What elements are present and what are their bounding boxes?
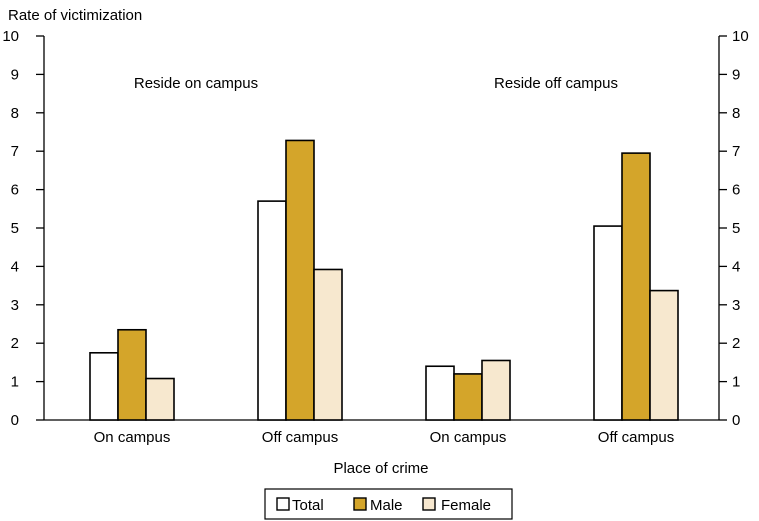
bar-male-2 <box>285 139 315 421</box>
bar-female-1 <box>145 377 175 421</box>
right-tick-label: 9 <box>732 66 740 83</box>
right-tick-label: 5 <box>732 220 740 237</box>
right-tick-label: 2 <box>732 335 740 352</box>
category-label-on-campus-2: On campus <box>430 429 507 446</box>
right-tick-label: 6 <box>732 182 740 199</box>
right-y-ticks: 0 1 2 3 4 5 6 7 8 9 10 <box>719 28 749 429</box>
left-tick-label: 1 <box>11 374 19 391</box>
left-tick-label: 10 <box>2 28 19 45</box>
left-tick-label: 2 <box>11 335 19 352</box>
right-tick-label: 8 <box>732 105 740 122</box>
right-tick-label: 1 <box>732 374 740 391</box>
category-label-on-campus-1: On campus <box>94 429 171 446</box>
right-tick-label: 7 <box>732 143 740 160</box>
bar-male-3 <box>453 373 483 421</box>
left-tick-label: 4 <box>11 258 19 275</box>
bar-female-3 <box>481 359 511 421</box>
category-label-off-campus-1: Off campus <box>262 429 338 446</box>
legend-swatch-female <box>422 497 436 511</box>
left-tick-label: 0 <box>11 412 19 429</box>
left-tick-label: 6 <box>11 182 19 199</box>
legend: Total Male Female <box>264 488 513 520</box>
left-tick-label: 8 <box>11 105 19 122</box>
group-label-reside-on-campus: Reside on campus <box>134 75 258 92</box>
bar-male-4 <box>621 152 651 421</box>
left-tick-label: 3 <box>11 297 19 314</box>
left-tick-label: 7 <box>11 143 19 160</box>
x-axis-title: Place of crime <box>333 460 428 477</box>
bar-total-2 <box>257 200 287 421</box>
legend-swatch-male <box>353 497 367 511</box>
legend-label-female: Female <box>441 497 491 514</box>
bar-female-4 <box>649 289 679 421</box>
bar-male-1 <box>117 328 147 421</box>
right-tick-label: 0 <box>732 412 740 429</box>
bar-total-3 <box>425 365 455 421</box>
legend-label-total: Total <box>292 497 324 514</box>
left-tick-label: 9 <box>11 66 19 83</box>
left-y-ticks: 0 1 2 3 4 5 6 7 8 9 10 <box>2 28 44 429</box>
legend-swatch-total <box>276 497 290 511</box>
bars <box>89 139 679 421</box>
right-tick-label: 3 <box>732 297 740 314</box>
left-tick-label: 5 <box>11 220 19 237</box>
bar-female-2 <box>313 268 343 421</box>
category-label-off-campus-2: Off campus <box>598 429 674 446</box>
bar-total-1 <box>89 351 119 421</box>
right-tick-label: 10 <box>732 28 749 45</box>
legend-border <box>264 488 513 520</box>
legend-label-male: Male <box>370 497 403 514</box>
bar-total-4 <box>593 225 623 421</box>
group-label-reside-off-campus: Reside off campus <box>494 75 618 92</box>
y-axis-title: Rate of victimization <box>8 7 142 24</box>
right-tick-label: 4 <box>732 258 740 275</box>
